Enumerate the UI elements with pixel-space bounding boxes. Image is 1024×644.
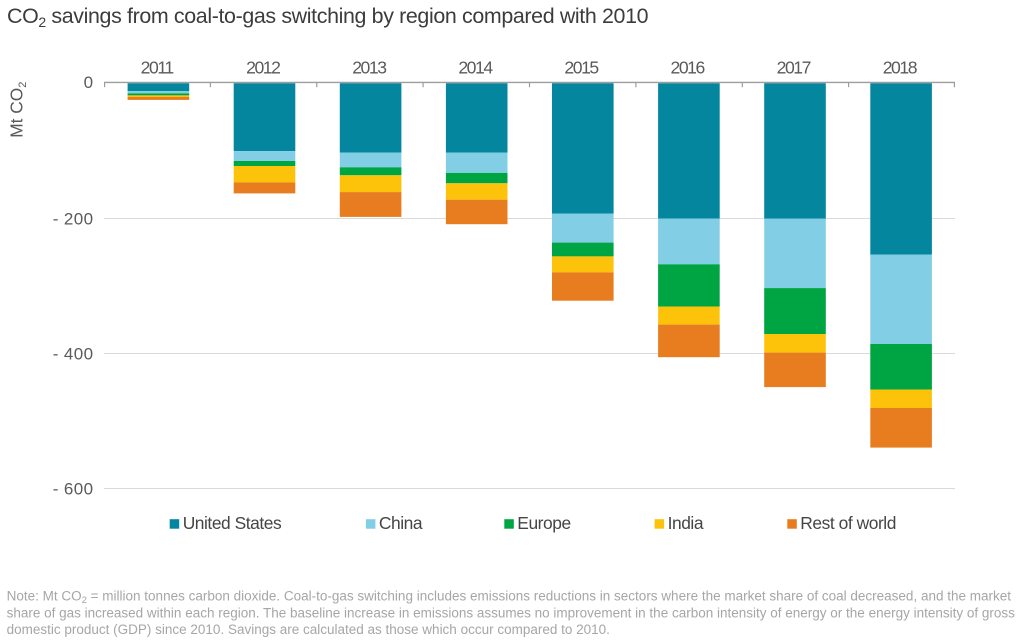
svg-text:- 400: - 400 <box>53 345 94 364</box>
svg-text:domestic product (GDP) since 2: domestic product (GDP) since 2010. Savin… <box>7 622 610 637</box>
svg-text:0: 0 <box>84 73 94 92</box>
svg-text:2017: 2017 <box>777 58 811 78</box>
svg-text:CO2 savings from coal-to-gas s: CO2 savings from coal-to-gas switching b… <box>7 4 649 30</box>
svg-text:Mt CO2: Mt CO2 <box>7 82 30 138</box>
svg-text:- 600: - 600 <box>53 480 94 499</box>
svg-text:Rest of world: Rest of world <box>800 513 896 533</box>
svg-text:2016: 2016 <box>671 58 706 78</box>
svg-text:2013: 2013 <box>352 58 387 78</box>
svg-text:Europe: Europe <box>517 513 570 533</box>
svg-text:2018: 2018 <box>883 58 918 78</box>
svg-text:United States: United States <box>183 513 282 533</box>
svg-text:2015: 2015 <box>564 58 599 78</box>
svg-text:2012: 2012 <box>246 58 280 78</box>
svg-text:2011: 2011 <box>141 58 174 78</box>
svg-text:India: India <box>668 513 704 533</box>
svg-text:China: China <box>379 513 423 533</box>
svg-text:Note: Mt CO2 = million tonnes: Note: Mt CO2 = million tonnes carbon dio… <box>7 589 1012 607</box>
svg-text:share of gas increased within: share of gas increased within each regio… <box>7 605 1016 620</box>
svg-text:2014: 2014 <box>458 58 493 78</box>
svg-text:- 200: - 200 <box>53 210 94 229</box>
